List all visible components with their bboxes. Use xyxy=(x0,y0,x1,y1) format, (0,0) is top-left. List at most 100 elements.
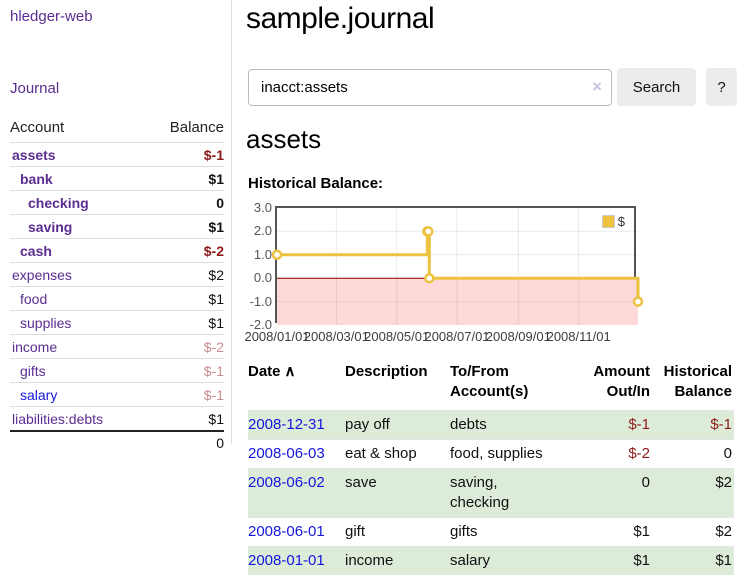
transaction-amount: $-1 xyxy=(560,410,652,440)
search-input[interactable] xyxy=(248,68,612,106)
sidebar-account-link[interactable]: income xyxy=(12,338,58,355)
sidebar-account-link[interactable]: assets xyxy=(12,146,56,163)
transaction-balance: $2 xyxy=(652,517,734,547)
accounts-total-value: 0 xyxy=(216,435,224,451)
transaction-balance: $1 xyxy=(652,546,734,575)
transaction-amount: $1 xyxy=(560,546,652,575)
transaction-date-link[interactable]: 2008-06-01 xyxy=(248,523,325,540)
y-axis-tick-label: 0.0 xyxy=(253,270,272,286)
register-row: 2008-06-03 eat & shop food, supplies $-2 0 xyxy=(248,439,734,469)
sidebar-account-link[interactable]: supplies xyxy=(20,314,72,331)
transaction-description: eat & shop xyxy=(345,439,450,469)
help-button[interactable]: ? xyxy=(706,68,737,106)
accounts-table-header: Account Balance xyxy=(10,115,224,142)
accounts-header-account: Account xyxy=(10,119,65,136)
x-axis-tick-label: 2008/03/01 xyxy=(303,329,369,344)
brand-link[interactable]: hledger-web xyxy=(10,8,93,25)
sidebar-account-link[interactable]: liabilities:debts xyxy=(12,410,104,427)
account-row: cash $-2 xyxy=(10,238,224,262)
sidebar-account-link[interactable]: bank xyxy=(20,170,53,187)
account-row: gifts $-1 xyxy=(10,358,224,382)
transaction-date-link[interactable]: 2008-01-01 xyxy=(248,552,325,569)
account-row: assets $-1 xyxy=(10,142,224,166)
register-row: 2008-01-01 income salary $1 $1 xyxy=(248,546,734,575)
account-balance: $1 xyxy=(208,410,224,427)
register-row: 2008-12-31 pay off debts $-1 $-1 xyxy=(248,410,734,440)
y-axis-tick-label: 2.0 xyxy=(253,223,272,239)
account-row: bank $1 xyxy=(10,166,224,190)
page-title: sample.journal xyxy=(246,2,435,35)
account-balance: $1 xyxy=(208,290,224,307)
account-row: saving $1 xyxy=(10,214,224,238)
transaction-amount: 0 xyxy=(560,468,652,518)
account-balance: $-1 xyxy=(203,386,224,403)
transaction-description: gift xyxy=(345,517,450,547)
chart-title: Historical Balance: xyxy=(248,175,384,192)
chart-plot-area: $ xyxy=(271,206,644,325)
transaction-amount: $1 xyxy=(560,517,652,547)
search-button[interactable]: Search xyxy=(617,68,696,106)
legend-swatch-icon xyxy=(601,215,615,228)
sidebar: hledger-web Journal Account Balance asse… xyxy=(0,0,232,451)
register-row: 2008-06-02 save saving, checking 0 $2 xyxy=(248,468,734,518)
account-row: food $1 xyxy=(10,286,224,310)
account-balance: $1 xyxy=(208,170,224,187)
sidebar-account-link[interactable]: expenses xyxy=(12,266,72,283)
column-header-accounts: To/From Account(s) xyxy=(450,363,529,400)
sidebar-account-link[interactable]: checking xyxy=(28,194,89,211)
clear-search-icon[interactable]: × xyxy=(592,76,602,96)
transaction-accounts: gifts xyxy=(450,517,560,547)
sidebar-item-journal[interactable]: Journal xyxy=(10,80,60,97)
legend-label: $ xyxy=(617,214,625,229)
account-balance: $-1 xyxy=(203,146,224,163)
accounts-header-balance: Balance xyxy=(169,119,224,136)
column-header-amount: Amount Out/In xyxy=(593,363,650,400)
account-balance: 0 xyxy=(216,194,224,211)
transaction-accounts: food, supplies xyxy=(450,439,560,469)
accounts-rows: assets $-1 bank $1 checking 0 saving $1 cash $-2 e… xyxy=(10,142,224,430)
column-header-date[interactable]: Date ∧ xyxy=(248,363,296,380)
transaction-balance: 0 xyxy=(652,439,734,469)
transaction-accounts: salary xyxy=(450,546,560,575)
transaction-description: save xyxy=(345,468,450,518)
historical-balance-chart: 3.0 2.0 1.0 0.0 -1.0 -2.0 $ 2008/01/01 2008/03… xyxy=(240,200,742,350)
transaction-date-link[interactable]: 2008-06-03 xyxy=(248,445,325,462)
sidebar-account-link[interactable]: saving xyxy=(28,218,73,235)
transaction-description: pay off xyxy=(345,410,450,440)
account-balance: $-2 xyxy=(203,338,224,355)
y-axis-tick-label: 3.0 xyxy=(253,200,272,215)
transaction-description: income xyxy=(345,546,450,575)
sidebar-account-link[interactable]: salary xyxy=(20,386,58,403)
x-axis-tick-label: 2008/07/01 xyxy=(424,329,490,344)
x-axis-tick-label: 2008/05/01 xyxy=(364,329,430,344)
transaction-date-link[interactable]: 2008-06-02 xyxy=(248,474,325,491)
y-axis-tick-label: -1.0 xyxy=(249,293,272,309)
account-row: income $-2 xyxy=(10,334,224,358)
sidebar-account-link[interactable]: gifts xyxy=(20,362,46,379)
transaction-date-link[interactable]: 2008-12-31 xyxy=(248,416,325,433)
search-bar: × Search ? xyxy=(248,68,737,106)
column-header-description: Description xyxy=(345,363,428,380)
register-header-row: Date ∧ Description To/From Account(s) Amo… xyxy=(248,358,734,411)
account-balance: $2 xyxy=(208,266,224,283)
account-row: checking 0 xyxy=(10,190,224,214)
chart-canvas xyxy=(271,208,644,325)
account-balance: $1 xyxy=(208,314,224,331)
transaction-balance: $2 xyxy=(652,468,734,518)
accounts-total-row: 0 xyxy=(10,430,224,454)
account-balance: $-1 xyxy=(203,362,224,379)
transaction-accounts: debts xyxy=(450,410,560,440)
transaction-amount: $-2 xyxy=(560,439,652,469)
account-page-title: assets xyxy=(246,124,322,154)
account-balance: $1 xyxy=(208,218,224,235)
register-table: Date ∧ Description To/From Account(s) Amo… xyxy=(248,358,734,575)
transaction-balance: $-1 xyxy=(652,410,734,440)
account-row: liabilities:debts $1 xyxy=(10,406,224,430)
x-axis-tick-label: 2008/09/01 xyxy=(485,329,551,344)
account-row: supplies $1 xyxy=(10,310,224,334)
column-header-balance: Historical Balance xyxy=(663,363,732,400)
sidebar-account-link[interactable]: cash xyxy=(20,242,52,259)
account-balance: $-2 xyxy=(203,242,224,259)
chart-legend: $ xyxy=(599,213,627,230)
sidebar-account-link[interactable]: food xyxy=(20,290,48,307)
